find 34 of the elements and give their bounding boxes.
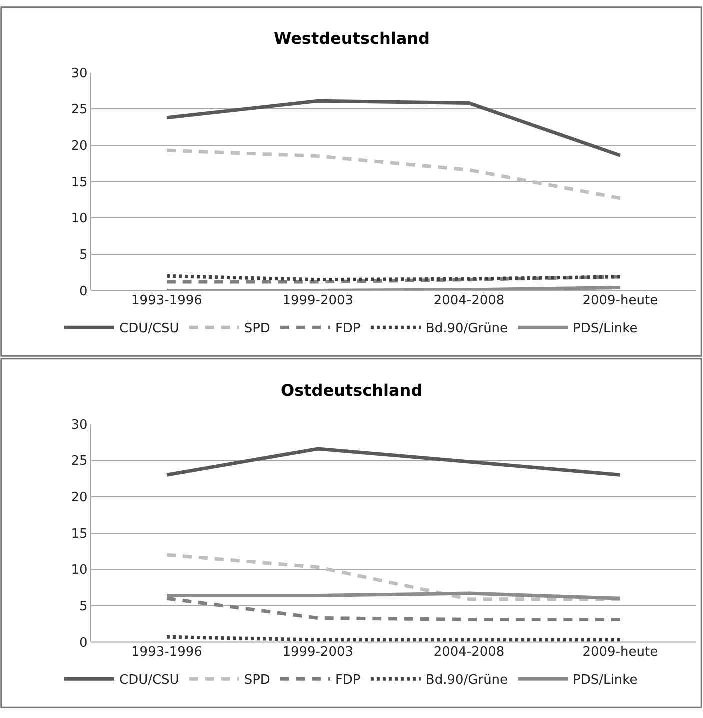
x-tick-label: 1999-2003 [282,294,354,309]
y-tick-label: 30 [71,418,88,433]
legend-label: FDP [335,673,361,688]
legend-label: Bd.90/Grüne [426,322,508,337]
x-tick-label: 1993-1996 [132,645,202,660]
y-tick-label: 10 [71,212,88,227]
x-tick-label: 2004-2008 [434,294,505,309]
y-tick-label: 25 [71,102,88,118]
legend-label: PDS/Linke [573,322,638,337]
x-tick-label: 2009-heute [582,645,658,660]
y-tick-label: 15 [71,526,88,542]
y-tick-label: 15 [71,175,88,190]
x-tick-label: 1993-1996 [132,294,202,309]
x-tick-label: 2004-2008 [434,645,505,660]
legend-label: SPD [244,322,270,337]
legend-label: CDU/CSU [120,322,180,337]
y-tick-label: 5 [80,599,88,614]
y-tick-label: 0 [80,636,88,651]
y-tick-label: 30 [71,66,88,82]
y-tick-label: 25 [71,454,88,470]
y-tick-label: 20 [71,138,88,154]
chart-title: Westdeutschland [274,29,430,48]
x-tick-label: 2009-heute [582,294,658,309]
chart-title: Ostdeutschland [281,381,423,400]
y-tick-label: 10 [71,563,88,578]
y-tick-label: 20 [71,490,88,506]
legend-label: Bd.90/Grüne [426,673,508,688]
y-tick-label: 5 [80,248,88,263]
legend-label: FDP [335,322,361,337]
x-tick-label: 1999-2003 [282,645,354,660]
legend-label: SPD [244,673,270,688]
legend-label: CDU/CSU [120,673,180,688]
y-tick-label: 0 [80,284,88,300]
legend-label: PDS/Linke [573,673,638,688]
